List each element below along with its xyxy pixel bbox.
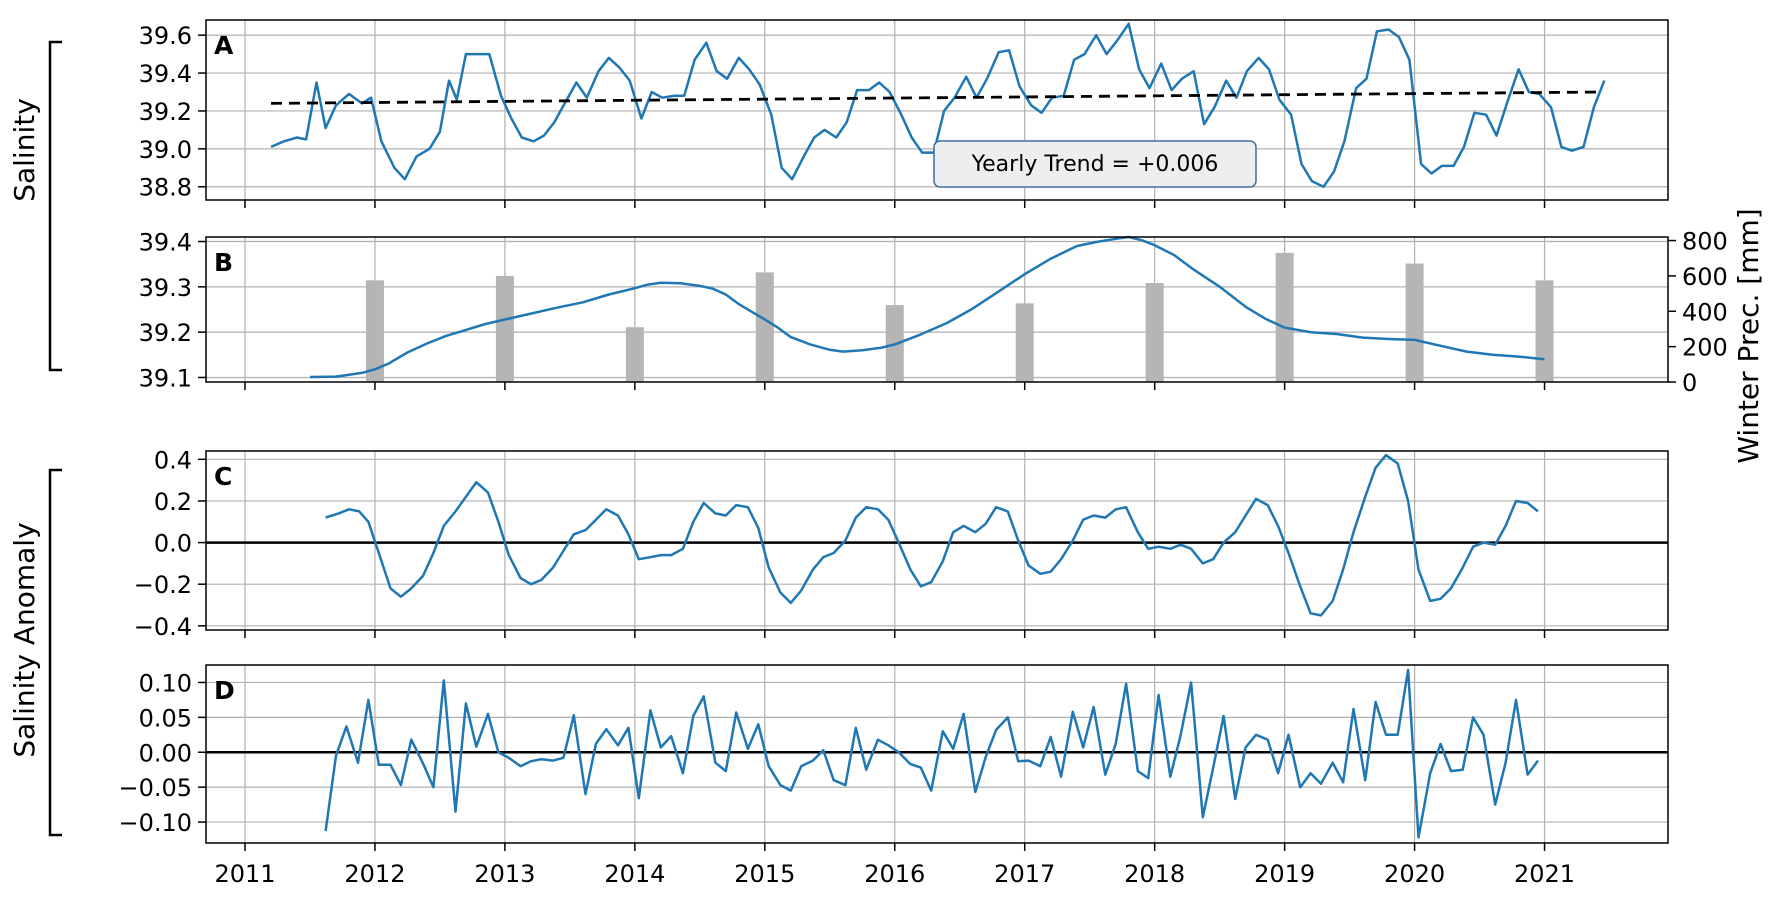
- precip-bar: [365, 280, 384, 382]
- precip-bar: [1275, 252, 1294, 382]
- y-tick-label: 39.0: [139, 136, 192, 164]
- trend-annotation-text: Yearly Trend = +0.006: [971, 152, 1219, 177]
- y-tick-label: 0.2: [154, 488, 192, 516]
- panel-letter: A: [214, 31, 234, 60]
- series-line: [270, 22, 1606, 188]
- y-tick-label: 0.4: [154, 446, 192, 474]
- plot-area: [206, 237, 1668, 382]
- panel-letter: D: [214, 676, 235, 705]
- precip-bar: [1145, 282, 1164, 382]
- series-line: [325, 453, 1539, 617]
- group-label-salinity-anomaly: Salinity Anomaly: [8, 522, 41, 757]
- x-tick-label: 2015: [734, 860, 795, 888]
- panel-letter: C: [214, 462, 232, 491]
- precip-bar: [1015, 303, 1034, 382]
- group-bracket: [48, 40, 62, 372]
- y-tick-label: 39.4: [139, 229, 192, 257]
- y-tick-label: 0.0: [154, 530, 192, 558]
- series-line: [309, 235, 1545, 379]
- x-tick-label: 2011: [214, 860, 275, 888]
- panel-d: −0.10 −0.05 0.00 0.05 0.10 D: [118, 664, 1669, 851]
- panel-c: −0.4 −0.2 0.0 0.2 0.4 C: [134, 446, 1669, 641]
- panel-b: 39.1 39.2 39.3 39.4 0 200 400 600 800 B: [139, 228, 1728, 397]
- plot-area: [206, 665, 1668, 843]
- y-tick-label: −0.4: [134, 613, 192, 641]
- x-tick-label: 2013: [474, 860, 535, 888]
- plot-area: [206, 451, 1668, 630]
- precip-bar: [625, 327, 644, 382]
- y-tick-label: 39.2: [139, 98, 192, 126]
- x-tick-label: 2017: [994, 860, 1055, 888]
- trend-annotation-box: [933, 140, 1257, 188]
- y-tick-label: 0.10: [139, 669, 192, 697]
- series-line: [324, 668, 1540, 839]
- panel-letter: B: [214, 248, 233, 277]
- y-tick-label: 39.4: [139, 60, 192, 88]
- group-brackets: [48, 40, 62, 837]
- y-tick-label: 39.3: [139, 274, 192, 302]
- y2-tick-label: 800: [1682, 228, 1728, 256]
- x-tick-label: 2019: [1254, 860, 1315, 888]
- precip-bar: [755, 272, 774, 382]
- axes-frame: [205, 450, 1669, 631]
- x-tick-label: 2021: [1514, 860, 1575, 888]
- right-axis-label: Winter Prec. [mm]: [1732, 208, 1765, 463]
- x-tick-label: 2012: [344, 860, 405, 888]
- y-tick-label: −0.05: [118, 774, 192, 802]
- x-tick-label: 2020: [1384, 860, 1445, 888]
- axes-frame: [205, 664, 1669, 844]
- axes-frame: [205, 236, 1669, 383]
- y-tick-label: 39.1: [139, 364, 192, 392]
- precip-bar: [495, 275, 514, 382]
- y2-tick-label: 0: [1682, 369, 1697, 397]
- precip-bar: [1405, 263, 1424, 382]
- x-tick-label: 2014: [604, 860, 665, 888]
- y-tick-label: 0.00: [139, 739, 192, 767]
- trend-line: [270, 90, 1604, 105]
- precip-bar: [1535, 280, 1554, 382]
- trend-annotation: Yearly Trend = +0.006: [933, 140, 1257, 188]
- y-tick-label: 38.8: [139, 174, 192, 202]
- x-tick-label: 2016: [864, 860, 925, 888]
- y-tick-label: −0.2: [134, 571, 192, 599]
- panel-a: 38.8 39.0 39.2 39.4 39.6 A: [139, 19, 1669, 208]
- x-tick-label: 2018: [1124, 860, 1185, 888]
- group-label-salinity: Salinity: [8, 98, 41, 202]
- y-tick-label: 39.6: [139, 22, 192, 50]
- axes-frame: [205, 19, 1669, 201]
- y-tick-label: 0.05: [139, 704, 192, 732]
- y2-tick-label: 200: [1682, 334, 1728, 362]
- y2-tick-label: 600: [1682, 263, 1728, 291]
- y-tick-label: 39.2: [139, 319, 192, 347]
- y-tick-label: −0.10: [118, 809, 192, 837]
- y2-tick-label: 400: [1682, 298, 1728, 326]
- group-bracket: [48, 468, 62, 837]
